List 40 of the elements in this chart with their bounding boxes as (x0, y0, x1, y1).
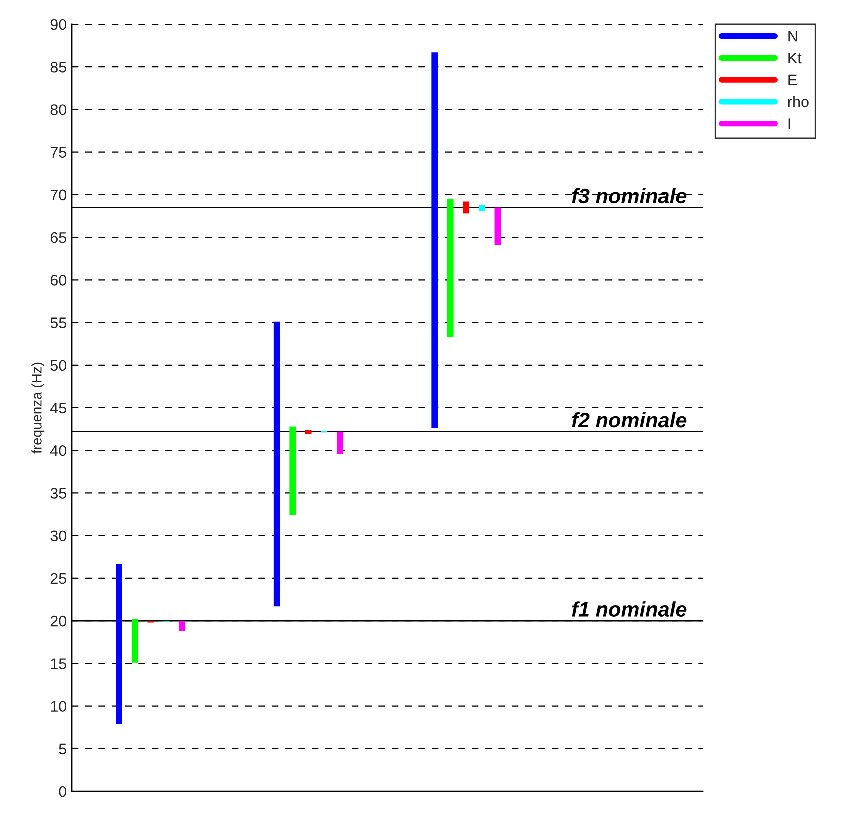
y-tick-label: 70 (50, 190, 67, 201)
y-tick-label: 10 (51, 701, 67, 712)
y-tick-label: 20 (50, 616, 67, 627)
y-tick-label: 85 (50, 62, 66, 73)
ref-line-label: f3 nominale (572, 188, 687, 204)
y-tick-label: 45 (50, 403, 66, 414)
y-tick-label: 30 (50, 530, 67, 542)
bar (447, 199, 454, 338)
y-tick-label: 65 (50, 232, 66, 244)
y-tick-label: 25 (50, 573, 66, 584)
y-axis-title: frequenza (Hz) (32, 362, 45, 454)
bar (305, 430, 312, 434)
legend-label: Kt (788, 53, 802, 64)
bar (274, 322, 280, 607)
y-tick-label: 50 (50, 360, 67, 372)
legend-label: N (788, 31, 798, 42)
bar (479, 205, 486, 212)
y-tick-label: 55 (50, 318, 66, 328)
bar (290, 426, 296, 516)
bar (432, 52, 438, 428)
y-tick-label: 75 (50, 147, 66, 158)
y-tick-label: 35 (50, 488, 66, 499)
y-tick-label: 15 (51, 658, 66, 670)
bar (463, 202, 470, 214)
legend-label: rho (788, 96, 809, 108)
bar (337, 432, 344, 454)
bar (179, 621, 186, 632)
bar (132, 619, 138, 663)
legend-label: I (788, 118, 790, 130)
bar (116, 564, 122, 724)
y-tick-label: 80 (50, 104, 67, 116)
y-tick-label: 90 (50, 19, 67, 30)
y-tick-label: 40 (50, 445, 67, 456)
bar (494, 208, 502, 246)
legend-label: E (788, 74, 797, 86)
y-tick-label: 0 (59, 786, 67, 798)
ref-line-label: f1 nominale (572, 602, 687, 617)
y-tick-label: 60 (50, 275, 67, 286)
y-tick-label: 5 (59, 744, 66, 755)
ref-line-label: f2 nominale (572, 412, 687, 428)
